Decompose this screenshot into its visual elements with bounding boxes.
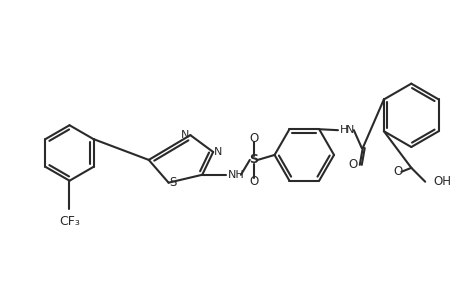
Text: O: O: [249, 175, 258, 188]
Text: N: N: [345, 125, 353, 135]
Text: OH: OH: [432, 175, 450, 188]
Text: H: H: [339, 125, 347, 135]
Text: S: S: [169, 176, 177, 189]
Text: NH: NH: [228, 170, 244, 180]
Text: S: S: [249, 153, 257, 167]
Text: O: O: [393, 165, 402, 178]
Text: O: O: [249, 132, 258, 145]
Text: N: N: [214, 147, 222, 157]
Text: O: O: [348, 158, 357, 171]
Text: CF₃: CF₃: [59, 215, 80, 228]
Text: N: N: [180, 130, 189, 140]
